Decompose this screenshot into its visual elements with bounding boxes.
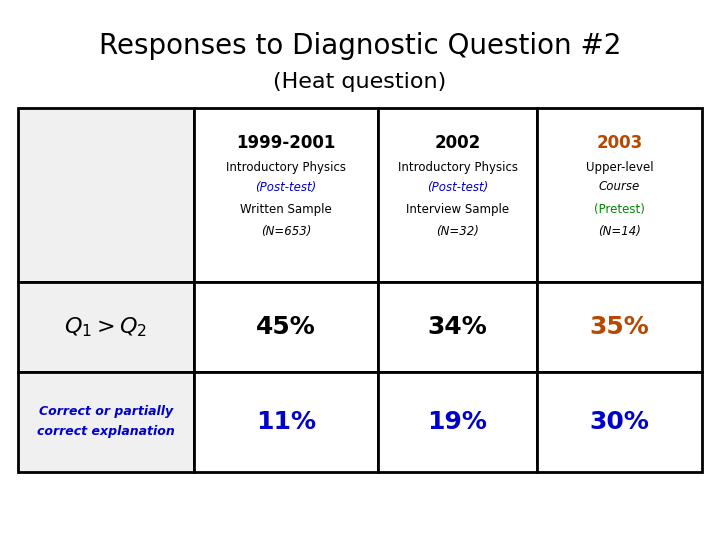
Bar xyxy=(194,108,378,282)
Text: Introductory Physics: Introductory Physics xyxy=(226,160,346,173)
Bar xyxy=(18,108,194,282)
Text: (N=14): (N=14) xyxy=(598,225,641,238)
Text: Interview Sample: Interview Sample xyxy=(406,202,509,215)
Bar xyxy=(537,372,702,472)
Bar xyxy=(537,282,702,372)
Text: Responses to Diagnostic Question #2: Responses to Diagnostic Question #2 xyxy=(99,32,621,60)
Bar xyxy=(378,282,537,372)
Text: Written Sample: Written Sample xyxy=(240,202,332,215)
Text: 35%: 35% xyxy=(590,315,649,339)
Text: 45%: 45% xyxy=(256,315,316,339)
Bar xyxy=(18,282,194,372)
Text: (N=32): (N=32) xyxy=(436,225,479,238)
Bar xyxy=(18,372,194,472)
Text: 2003: 2003 xyxy=(596,134,643,152)
Text: $\mathit{Q}_1 > \mathit{Q}_2$: $\mathit{Q}_1 > \mathit{Q}_2$ xyxy=(65,315,148,339)
Text: Course: Course xyxy=(599,180,640,193)
Text: (Post-test): (Post-test) xyxy=(427,180,488,193)
Text: 30%: 30% xyxy=(590,410,649,434)
Text: Introductory Physics: Introductory Physics xyxy=(397,160,518,173)
Text: 2002: 2002 xyxy=(434,134,481,152)
Bar xyxy=(378,372,537,472)
Text: (Post-test): (Post-test) xyxy=(256,180,317,193)
Text: (N=653): (N=653) xyxy=(261,225,311,238)
Bar xyxy=(378,108,537,282)
Text: correct explanation: correct explanation xyxy=(37,426,175,438)
Text: (Heat question): (Heat question) xyxy=(274,72,446,92)
Text: (Pretest): (Pretest) xyxy=(594,202,645,215)
Text: 19%: 19% xyxy=(428,410,487,434)
Text: Upper-level: Upper-level xyxy=(585,160,653,173)
Bar xyxy=(194,372,378,472)
Text: 34%: 34% xyxy=(428,315,487,339)
Text: 1999-2001: 1999-2001 xyxy=(236,134,336,152)
Text: 11%: 11% xyxy=(256,410,316,434)
Bar xyxy=(537,108,702,282)
Text: Correct or partially: Correct or partially xyxy=(39,406,173,419)
Bar xyxy=(194,282,378,372)
